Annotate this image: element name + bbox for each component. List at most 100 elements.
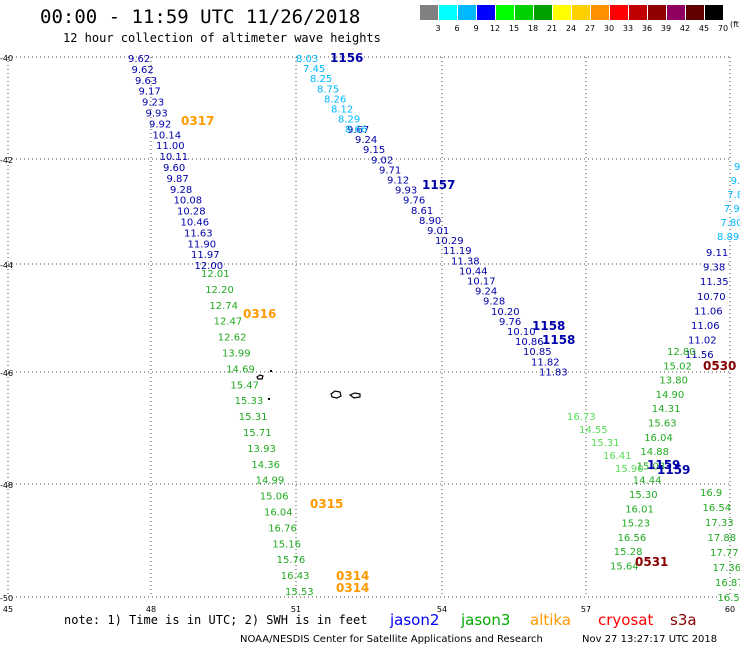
scale-label: 18 (527, 24, 539, 33)
wave-height-value: 15.90 (615, 464, 644, 475)
pass-time-label: 1159 (647, 458, 680, 472)
legend-cryosat: cryosat (598, 611, 654, 629)
wave-height-value: 14.44 (633, 476, 662, 487)
wave-height-value: 11.82 (531, 357, 560, 368)
wave-height-value: 16.56 (618, 533, 647, 544)
legend-altika: altika (530, 611, 572, 629)
wave-height-value: 8.61 (411, 206, 433, 217)
color-swatch (667, 5, 685, 20)
wave-height-value: 13.80 (659, 376, 688, 387)
wave-height-value: 7.89 (727, 190, 740, 201)
longitude-label: 45 (3, 605, 13, 614)
wave-height-value: 10.46 (181, 218, 210, 229)
scale-label: 12 (489, 24, 501, 33)
wave-height-value: 8.03 (296, 54, 318, 65)
island-outline (330, 390, 342, 399)
color-swatch (534, 5, 552, 20)
wave-height-value: 14.31 (652, 404, 681, 415)
latitude-label: -50 (0, 594, 13, 603)
wave-height-value: 10.20 (491, 307, 520, 318)
island-dot (268, 398, 270, 400)
longitude-label: 57 (581, 605, 591, 614)
pass-time-label: 0316 (243, 307, 276, 321)
pass-time-label: 1158 (532, 319, 565, 333)
wave-height-value: 14.90 (656, 390, 685, 401)
wave-height-value: 15.64 (610, 562, 639, 573)
legend-jason3: jason3 (461, 611, 511, 629)
footer-note: note: 1) Time is in UTC; 2) SWH is in fe… (64, 613, 368, 627)
wave-height-value: 9.15 (363, 145, 385, 156)
wave-height-value: 16.01 (625, 504, 654, 515)
wave-height-value: 16.41 (603, 451, 632, 462)
wave-height-value: 10.08 (174, 196, 203, 207)
wave-height-value: 9.24 (355, 135, 377, 146)
wave-height-value: 12.74 (209, 301, 238, 312)
wave-height-value: 7.96 (724, 204, 740, 215)
wave-height-value: 9.60 (163, 163, 185, 174)
map-grid (7, 56, 731, 598)
wave-height-value: 9.76 (403, 196, 425, 207)
longitude-label: 48 (146, 605, 156, 614)
wave-height-value: 11.06 (691, 321, 720, 332)
wave-height-value: 15.02 (663, 361, 692, 372)
island-outline (256, 374, 264, 380)
wave-height-value: 11.02 (688, 336, 717, 347)
wave-height-value: 9.01 (427, 226, 449, 237)
map-subtitle: 12 hour collection of altimeter wave hei… (63, 31, 381, 45)
scale-label: 30 (603, 24, 615, 33)
scale-label: 9 (473, 24, 479, 33)
scale-label: 42 (679, 24, 691, 33)
wave-height-value: 11.35 (700, 277, 729, 288)
wave-height-value: 8.26 (324, 94, 346, 105)
wave-height-value: 9 (734, 162, 740, 173)
scale-label: 70 (717, 24, 729, 33)
wave-height-value: 12.01 (201, 269, 230, 280)
wave-height-value: 9.93 (395, 186, 417, 197)
color-swatch (420, 5, 438, 20)
pass-time-label: 0531 (635, 555, 668, 569)
pass-time-label: 0530 (703, 359, 736, 373)
wave-height-value: 10.44 (459, 266, 488, 277)
wave-height-value: 9.71 (379, 165, 401, 176)
wave-height-value: 7.80 (720, 218, 740, 229)
wave-height-value: 12.47 (214, 317, 243, 328)
legend-s3a: s3a (670, 611, 697, 629)
latitude-label: -48 (0, 481, 13, 490)
scale-label: 45 (698, 24, 710, 33)
wave-height-tracks: 9.629.629.639.179.239.939.9210.1411.0010… (128, 54, 740, 604)
land-outlines (256, 370, 361, 400)
scale-label: 24 (565, 24, 577, 33)
wave-height-value: 9.93 (146, 109, 168, 120)
wave-height-value: 11.90 (188, 239, 217, 250)
wave-height-value: 11.19 (443, 246, 472, 257)
wave-height-value: 9.28 (483, 297, 505, 308)
wave-height-value: 9.67 (347, 125, 369, 136)
wave-height-value: 11.38 (451, 256, 480, 267)
color-swatch (496, 5, 514, 20)
wave-height-value: 15.30 (629, 490, 658, 501)
wave-height-value: 16.73 (567, 412, 596, 423)
wave-height-value: 8.29 (338, 115, 360, 126)
wave-height-value: 10.17 (467, 277, 496, 288)
wave-height-value: 12.20 (205, 285, 234, 296)
color-swatch (515, 5, 533, 20)
wave-height-value: 9.28 (170, 185, 192, 196)
color-swatch (686, 5, 704, 20)
wave-height-value: 9.24 (475, 287, 497, 298)
scale-label: 36 (641, 24, 653, 33)
pass-time-label: 1156 (330, 51, 363, 65)
wave-height-value: 9.23 (142, 98, 164, 109)
wave-height-value: 9.9 (731, 176, 740, 187)
wave-height-value: 10.28 (177, 207, 206, 218)
wave-height-value: 15.47 (230, 380, 259, 391)
wave-height-value: 9.11 (706, 248, 728, 259)
wave-height-value: 15.63 (648, 419, 677, 430)
map-title: 00:00 - 11:59 UTC 11/26/2018 (40, 6, 361, 28)
wave-height-value: 14.36 (251, 460, 280, 471)
scale-label: 3 (435, 24, 441, 33)
wave-height-value: 15.28 (614, 547, 643, 558)
wave-height-value: 9.76 (499, 317, 521, 328)
color-swatch (477, 5, 495, 20)
wave-height-value: 15.71 (243, 428, 272, 439)
